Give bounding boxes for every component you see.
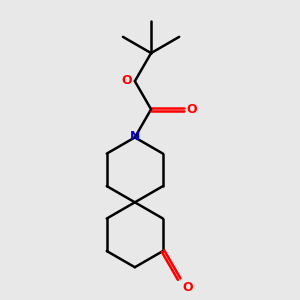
Text: O: O xyxy=(182,281,193,294)
Text: O: O xyxy=(122,74,132,87)
Text: O: O xyxy=(187,103,197,116)
Text: N: N xyxy=(130,130,140,143)
